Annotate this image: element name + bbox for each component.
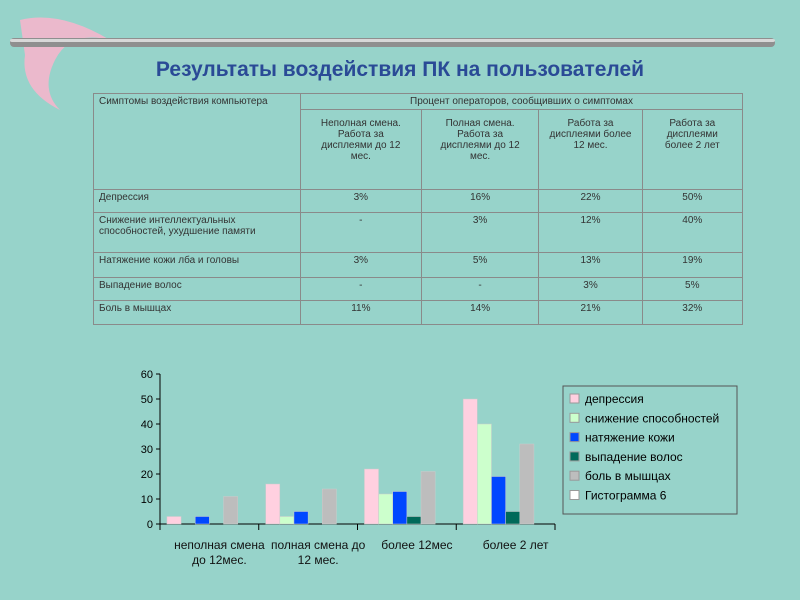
- y-tick-label: 0: [147, 519, 153, 531]
- y-tick-label: 40: [141, 419, 153, 431]
- x-tick-label: более 2 лет: [482, 538, 549, 552]
- y-tick-label: 50: [141, 394, 153, 406]
- bar: [392, 491, 408, 525]
- legend-swatch: [569, 470, 580, 481]
- bar: [378, 493, 393, 525]
- legend-label: депрессия: [585, 392, 644, 406]
- table-cell: -: [300, 277, 422, 301]
- bar: [322, 488, 337, 525]
- top-bar-shine: [10, 39, 775, 42]
- header-row: Неполная смена. Работа за дисплеями до 1…: [94, 109, 744, 190]
- table-row: Боль в мышцах 11% 14% 21% 32%: [93, 300, 744, 325]
- table-cell: 3%: [420, 212, 540, 253]
- bar: [420, 471, 436, 525]
- header-cell: Неполная смена. Работа за дисплеями до 1…: [300, 109, 422, 190]
- bar: [194, 516, 210, 525]
- header-cell: Полная смена. Работа за дисплеями до 12 …: [420, 109, 540, 190]
- y-tick-label: 30: [141, 444, 153, 456]
- table-cell: 12%: [538, 212, 643, 253]
- bar: [505, 511, 521, 525]
- y-tick-label: 60: [141, 369, 153, 381]
- legend-swatch: [569, 412, 580, 423]
- bar: [265, 483, 281, 525]
- legend-label: Гистограмма 6: [585, 489, 667, 503]
- header-cell: Работа за дисплеями более 12 мес.: [538, 109, 643, 190]
- table-cell: 5%: [641, 277, 744, 301]
- table-cell: 32%: [641, 300, 744, 325]
- table-cell: Выпадение волос: [93, 277, 301, 301]
- bar: [519, 443, 535, 525]
- table-row: Снижение интеллектуальных способностей, …: [93, 212, 744, 253]
- x-tick-label: полная смена до 12 мес.: [270, 538, 366, 567]
- title: Результаты воздействия ПК на пользовател…: [155, 58, 645, 81]
- table-cell: 3%: [538, 277, 643, 301]
- legend-swatch: [569, 393, 580, 404]
- bar: [166, 516, 182, 525]
- table-row: Выпадение волос - -3% 5%: [93, 277, 744, 301]
- table-cell: 14%: [420, 300, 540, 325]
- legend-swatch: [569, 490, 580, 500]
- table-cell: 40%: [641, 212, 744, 253]
- legend-label: натяжение кожи: [585, 431, 675, 445]
- legend-label: снижение способностей: [585, 411, 719, 425]
- legend-box: [562, 385, 738, 515]
- y-tick-label: 20: [141, 469, 153, 481]
- x-tick-label: более 12мес: [381, 538, 453, 552]
- table-cell: Боль в мышцах: [93, 300, 301, 325]
- legend-swatch: [569, 451, 580, 462]
- header-cell: Симптомы воздействия компьютера: [93, 93, 301, 190]
- bar: [477, 423, 492, 525]
- x-tick-label: неполная смена до 12мес.: [174, 538, 265, 567]
- table: Симптомы воздействия компьютера Процент о…: [93, 93, 744, 325]
- y-tick-label: 10: [141, 494, 153, 506]
- bar: [293, 511, 309, 525]
- bar: [491, 476, 506, 525]
- table-cell: 11%: [300, 300, 422, 325]
- table-cell: 21%: [538, 300, 643, 325]
- legend-label: боль в мышцах: [585, 469, 671, 483]
- bar: [406, 516, 422, 525]
- table-cell: 50%: [641, 189, 744, 213]
- bar: [223, 496, 238, 525]
- bar: [279, 516, 295, 525]
- bar: [364, 468, 379, 525]
- bar: [462, 398, 478, 525]
- legend-swatch: [569, 432, 580, 443]
- header-cell: Работа за дисплеями более 2 лет: [641, 109, 744, 190]
- legend-label: выпадение волос: [585, 450, 683, 464]
